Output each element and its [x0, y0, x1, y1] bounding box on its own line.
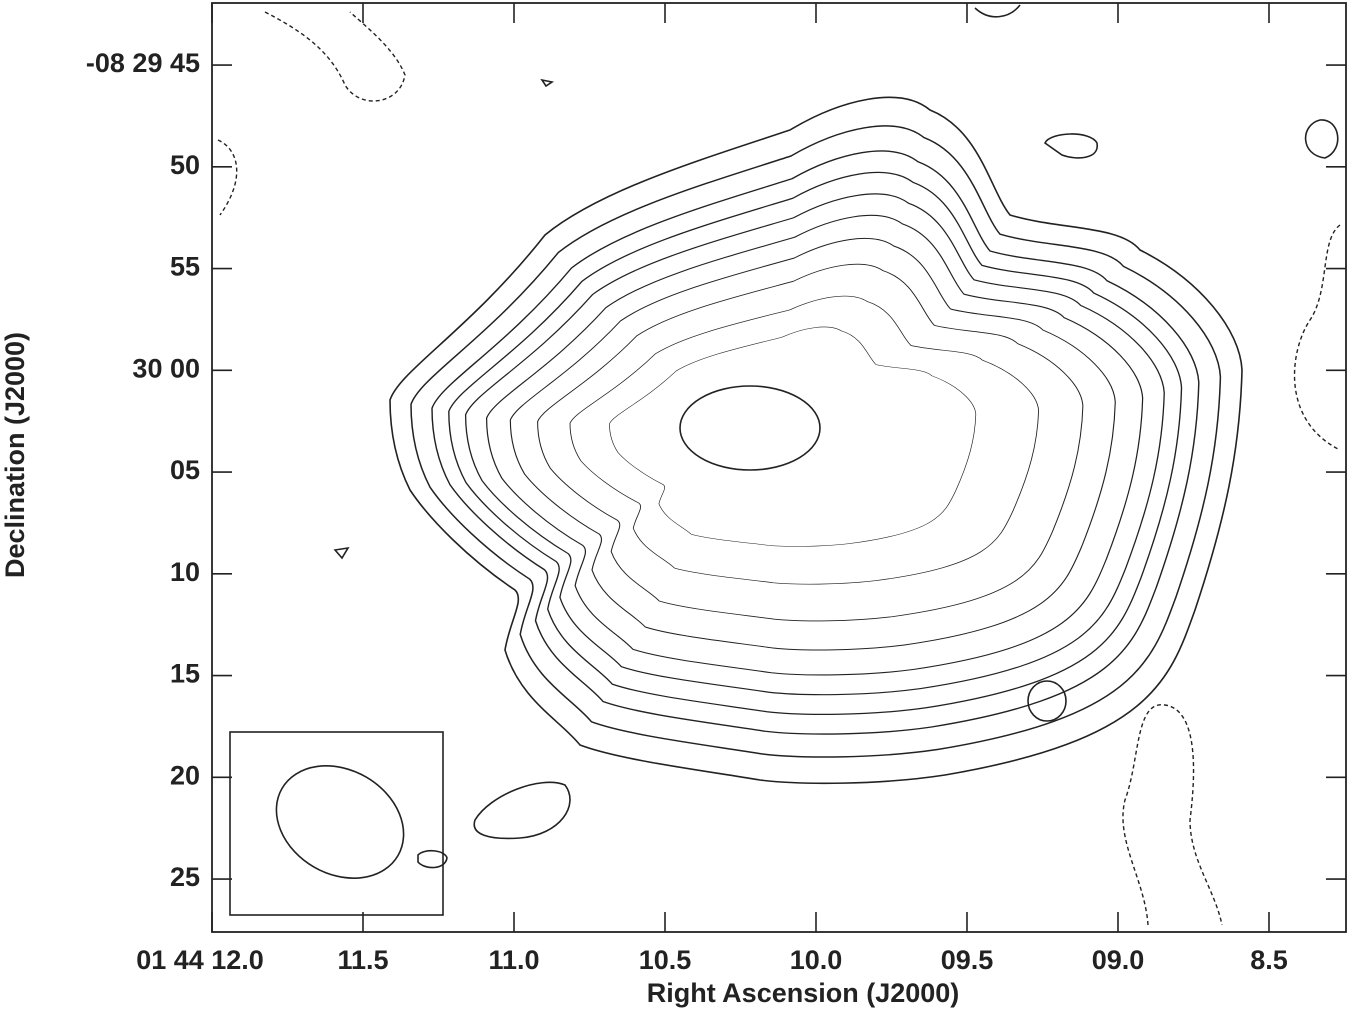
contour: [569, 295, 1040, 585]
y-tick-label: 55: [170, 252, 200, 282]
contour: [975, 5, 1020, 17]
x-tick-label: 11.5: [337, 945, 388, 975]
x-axis-label: Right Ascension (J2000): [647, 978, 960, 1008]
contour: [1028, 681, 1066, 721]
negative-contour: [217, 139, 238, 216]
y-tick-label: 10: [170, 557, 200, 587]
contour: [1306, 120, 1338, 158]
x-tick-label: 09.0: [1092, 945, 1145, 975]
y-tick-label: 30 00: [132, 353, 200, 383]
x-tick-label: 8.5: [1250, 945, 1288, 975]
beam: [256, 743, 424, 900]
x-tick-label: 09.5: [941, 945, 994, 975]
contour: [474, 782, 570, 838]
contour: [609, 326, 977, 547]
contour: [509, 237, 1116, 651]
x-tick-label: 10.5: [639, 945, 692, 975]
y-tick-label: 25: [170, 862, 200, 892]
beam-box: [229, 731, 444, 916]
negative-contour: [1122, 704, 1223, 926]
x-tick-label: 01 44 12.0: [136, 945, 264, 975]
negative-contour: [1293, 224, 1341, 451]
contour: [389, 96, 1243, 785]
y-tick-label: 05: [170, 455, 200, 485]
contour: [335, 548, 348, 558]
contour: [1045, 134, 1097, 158]
y-axis-label: Declination (J2000): [0, 332, 30, 578]
contour: [418, 851, 447, 868]
y-tick-label: 50: [170, 150, 200, 180]
y-tick-label: 20: [170, 760, 200, 790]
contour-peak: [680, 386, 820, 470]
contour: [542, 80, 552, 86]
x-tick-label: 11.0: [488, 945, 539, 975]
contours: [217, 5, 1341, 926]
plot-frame: [211, 2, 1347, 933]
contour: [537, 263, 1084, 622]
negative-contour: [264, 11, 406, 102]
y-tick-label: -08 29 45: [86, 48, 200, 78]
y-tick-label: 15: [170, 659, 200, 689]
x-tick-label: 10.0: [790, 945, 843, 975]
